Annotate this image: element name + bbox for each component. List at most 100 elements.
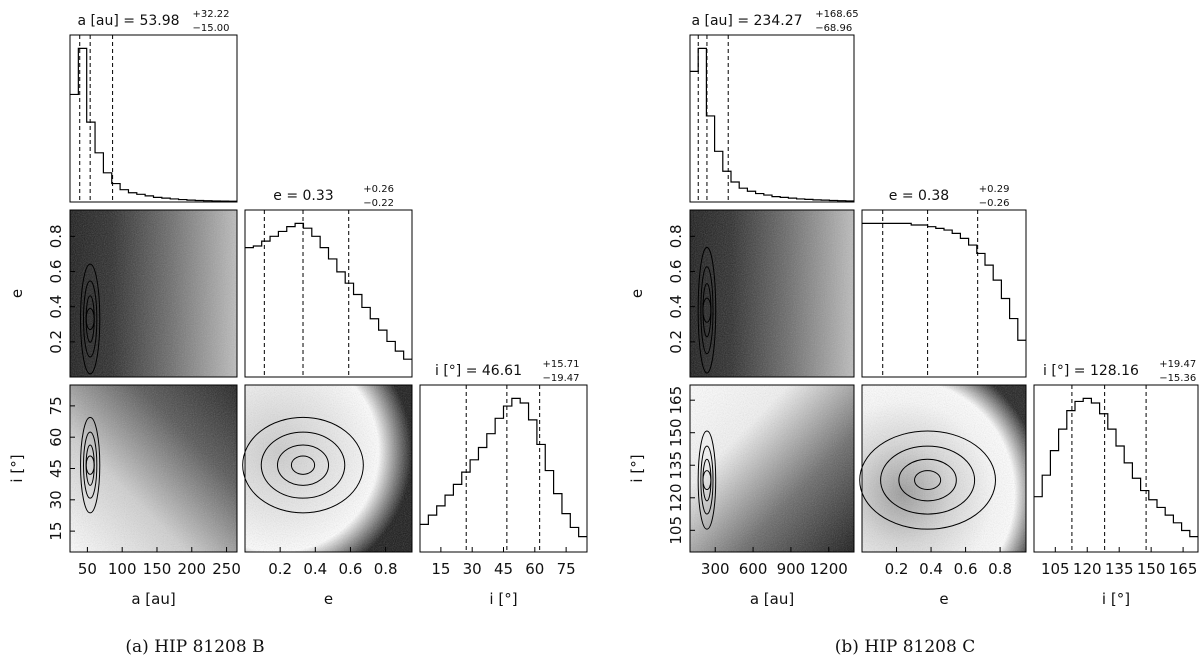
- histogram-step-e: [862, 222, 1026, 341]
- density-i-vs-e: [242, 384, 413, 553]
- x-axis-label-i: i [°]: [1102, 590, 1130, 608]
- histogram-title-a: a [au] = 234.27: [691, 13, 802, 29]
- contour-i-e-0: [290, 455, 316, 475]
- error-minus-i: −15.36: [1159, 373, 1196, 384]
- histogram-step-i: [1034, 397, 1198, 538]
- x-tick-label-e-1: 0.4: [303, 560, 327, 578]
- corner-plot-a: a [au] = 53.98 +32.22 −15.00 e = 0.33 +0.26 −…: [8, 9, 588, 657]
- figure-caption-b: (b) HIP 81208 C: [835, 637, 975, 657]
- y-axis-label-i: i [°]: [628, 454, 646, 482]
- x-tick-label-a-3: 1200: [810, 560, 848, 578]
- density-e-vs-a: [69, 209, 238, 378]
- histogram-step-i: [420, 397, 587, 538]
- contour-e-a-1: [702, 283, 712, 338]
- x-tick-label-i-0: 15: [431, 560, 450, 578]
- contour-i-a-3: [697, 430, 717, 530]
- x-tick-label-i-1: 30: [463, 560, 482, 578]
- panel-frame-e-e: [244, 209, 413, 378]
- y-tick-label-i-4: 75: [47, 396, 65, 415]
- contour-i-e-0: [914, 470, 942, 491]
- histogram-title-e: e = 0.38: [889, 188, 949, 204]
- x-axis-i: 105 120 135 150 165 i [°]: [1041, 547, 1197, 608]
- histogram-i: i [°] = 46.61 +15.71 −19.47: [419, 359, 588, 553]
- contour-i-e-2: [260, 431, 346, 499]
- y-tick-label-i-3: 60: [47, 428, 65, 447]
- contour-i-e-2: [880, 445, 976, 515]
- contour-i-e-1: [276, 444, 330, 486]
- contour-i-e-3: [242, 416, 364, 514]
- contour-i-e-1: [898, 458, 957, 502]
- x-axis-a: 300 600 900 1200 a [au]: [701, 547, 848, 608]
- x-axis-i: 15 30 45 60 75 i [°]: [431, 547, 576, 608]
- x-tick-label-i-0: 105: [1041, 560, 1070, 578]
- panel-frame-i-e: [244, 384, 413, 553]
- error-minus-a: −68.96: [815, 23, 852, 34]
- y-tick-label-e-2: 0.6: [47, 260, 65, 284]
- contour-e-a-2: [700, 266, 714, 355]
- panel-frame-a-a: [69, 34, 238, 203]
- histogram-title-e: e = 0.33: [273, 188, 333, 204]
- y-tick-label-i-3: 150: [667, 418, 685, 447]
- y-axis-e: 0.2 0.4 0.6 0.8 e: [8, 224, 75, 354]
- x-tick-label-e-3: 0.8: [988, 560, 1012, 578]
- corner-plot-b: a [au] = 234.27 +168.65 −68.96 e = 0.38 +0.2…: [628, 9, 1199, 657]
- y-axis-e: 0.2 0.4 0.6 0.8 e: [628, 224, 695, 354]
- x-tick-label-a-1: 100: [108, 560, 137, 578]
- contour-i-a-3: [80, 416, 101, 514]
- y-axis-label-e: e: [8, 289, 26, 298]
- contour-i-a-2: [83, 431, 98, 499]
- error-plus-e: +0.26: [363, 184, 394, 195]
- y-tick-label-e-3: 0.8: [667, 224, 685, 248]
- x-tick-label-a-0: 50: [78, 560, 97, 578]
- error-minus-i: −19.47: [543, 373, 580, 384]
- density-i-vs-e: [859, 384, 1027, 553]
- y-tick-label-i-0: 15: [47, 522, 65, 541]
- contour-i-a-2: [700, 445, 714, 515]
- panel-frame-i-i: [1033, 384, 1199, 553]
- x-tick-label-a-0: 300: [701, 560, 730, 578]
- y-tick-label-e-3: 0.8: [47, 224, 65, 248]
- panel-frame-e-e: [861, 209, 1027, 378]
- density-e-vs-a: [689, 209, 855, 378]
- y-tick-label-e-2: 0.6: [667, 260, 685, 284]
- figure-caption-a: (a) HIP 81208 B: [125, 637, 264, 657]
- x-tick-label-i-4: 75: [557, 560, 576, 578]
- error-plus-a: +168.65: [815, 9, 858, 20]
- x-tick-label-i-3: 60: [525, 560, 544, 578]
- contour-i-a-1: [85, 444, 95, 486]
- x-axis-label-a: a [au]: [131, 590, 175, 608]
- x-tick-label-i-1: 120: [1073, 560, 1102, 578]
- error-minus-a: −15.00: [193, 23, 230, 34]
- x-tick-label-i-2: 135: [1105, 560, 1134, 578]
- y-axis-i: 105 120 135 150 165 i [°]: [628, 386, 695, 545]
- y-tick-label-i-2: 45: [47, 459, 65, 478]
- histogram-title-i: i [°] = 128.16: [1043, 363, 1139, 379]
- error-plus-e: +0.29: [979, 184, 1010, 195]
- error-plus-i: +15.71: [543, 359, 580, 370]
- density-i-vs-a: [689, 384, 855, 553]
- x-tick-label-i-3: 150: [1137, 560, 1166, 578]
- x-tick-label-e-3: 0.8: [374, 560, 398, 578]
- histogram-step-a: [690, 47, 854, 202]
- panel-frame-e-a: [69, 209, 238, 378]
- y-tick-label-i-1: 30: [47, 490, 65, 509]
- panel-frame-e-a: [689, 209, 855, 378]
- y-tick-label-e-0: 0.2: [47, 330, 65, 354]
- y-axis-label-i: i [°]: [8, 454, 26, 482]
- x-tick-label-a-4: 250: [212, 560, 241, 578]
- x-tick-label-e-0: 0.2: [885, 560, 909, 578]
- y-tick-label-e-1: 0.4: [47, 295, 65, 319]
- x-tick-label-e-2: 0.6: [954, 560, 978, 578]
- y-tick-label-i-4: 165: [667, 386, 685, 415]
- panel-frame-i-e: [861, 384, 1027, 553]
- histogram-title-i: i [°] = 46.61: [435, 363, 522, 379]
- x-axis-label-e: e: [939, 590, 948, 608]
- error-minus-e: −0.22: [363, 198, 394, 209]
- contour-e-a-3: [80, 263, 101, 375]
- x-tick-label-a-2: 150: [143, 560, 172, 578]
- histogram-a: a [au] = 53.98 +32.22 −15.00: [69, 9, 238, 203]
- histogram-title-a: a [au] = 53.98: [77, 13, 179, 29]
- contour-i-e-3: [859, 430, 996, 530]
- x-tick-label-i-2: 45: [494, 560, 513, 578]
